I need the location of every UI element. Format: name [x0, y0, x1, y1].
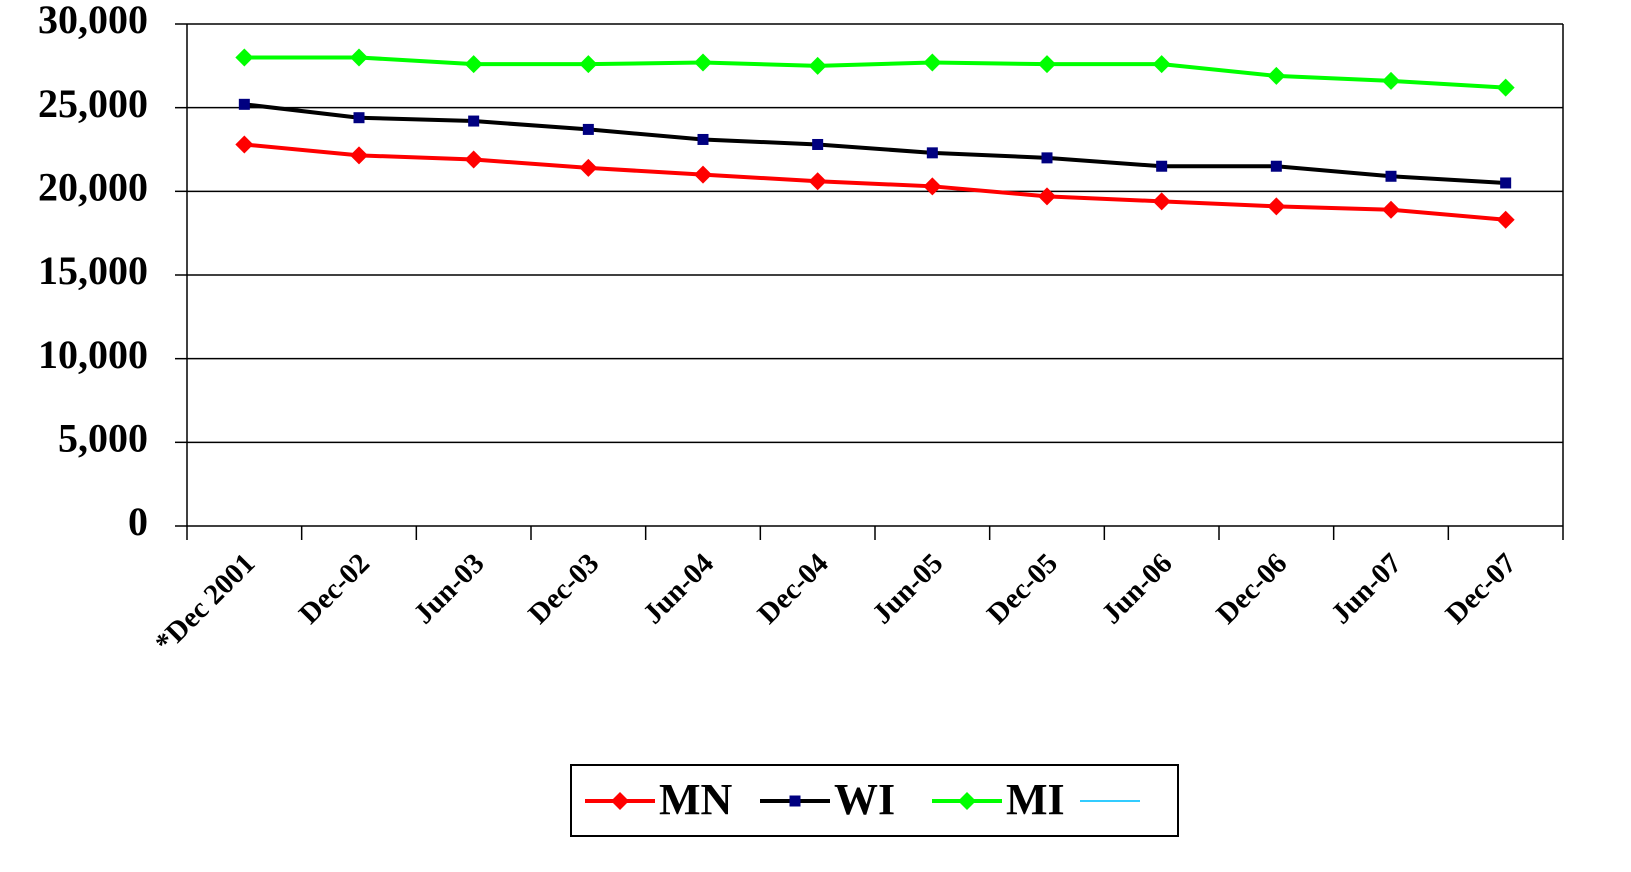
- data-point: [1038, 187, 1056, 206]
- data-point: [926, 147, 938, 159]
- data-point: [1041, 152, 1053, 164]
- data-point: [464, 150, 483, 169]
- data-point: [579, 55, 598, 74]
- x-tick-label: Dec-03: [522, 547, 605, 630]
- data-point: [808, 56, 827, 75]
- data-point: [694, 53, 712, 72]
- legend-marker: [958, 792, 976, 810]
- x-tick-label: *Dec 2001: [149, 547, 261, 659]
- data-point: [468, 115, 480, 127]
- data-point: [579, 158, 598, 177]
- data-point: [923, 177, 942, 196]
- series-line: [244, 55, 1506, 90]
- x-tick-label: Jun-06: [1096, 547, 1179, 630]
- legend-box: [570, 764, 1179, 837]
- data-point: [697, 133, 709, 145]
- data-point: [923, 53, 942, 72]
- x-tick-label: Dec-07: [1440, 547, 1523, 630]
- y-tick-label: 10,000: [38, 332, 148, 377]
- y-tick-label: 0: [128, 499, 148, 544]
- data-point: [238, 98, 250, 110]
- y-tick-label: 15,000: [38, 248, 148, 293]
- y-tick-label: 5,000: [58, 416, 148, 461]
- data-point: [464, 55, 483, 74]
- x-tick-label: Jun-04: [637, 547, 720, 630]
- data-point: [1382, 200, 1400, 219]
- data-point: [812, 138, 824, 150]
- data-point: [582, 123, 594, 135]
- data-point: [1152, 192, 1171, 211]
- y-tick-label: 25,000: [38, 81, 148, 126]
- legend-label: MI: [1006, 775, 1065, 824]
- data-point: [1496, 210, 1515, 229]
- data-point: [1156, 160, 1168, 172]
- x-tick-label: Jun-05: [866, 547, 949, 630]
- data-point: [1152, 55, 1171, 74]
- x-tick-label: Dec-06: [1210, 547, 1293, 630]
- data-point: [1496, 78, 1515, 97]
- y-tick-label: 30,000: [38, 0, 148, 42]
- data-point: [350, 48, 368, 67]
- x-tick-label: Dec-02: [293, 547, 376, 630]
- x-tick-label: Dec-04: [752, 547, 835, 630]
- data-point: [1382, 71, 1400, 90]
- data-point: [235, 135, 254, 154]
- data-point: [694, 165, 712, 184]
- data-point: [1385, 170, 1397, 182]
- x-tick-label: Dec-05: [981, 547, 1064, 630]
- data-point: [1270, 160, 1282, 172]
- data-point: [1267, 197, 1286, 216]
- data-point: [1500, 177, 1512, 189]
- data-point: [808, 172, 827, 191]
- legend-label: MN: [659, 775, 733, 824]
- data-point: [350, 146, 368, 165]
- legend-marker: [611, 792, 629, 810]
- x-tick-label: Jun-07: [1325, 547, 1408, 630]
- y-tick-label: 20,000: [38, 165, 148, 210]
- legend-label: WI: [834, 775, 895, 824]
- series-line: [244, 102, 1506, 185]
- data-point: [1267, 66, 1286, 85]
- series-line: [244, 142, 1506, 222]
- data-point: [353, 112, 365, 124]
- data-point: [1038, 55, 1056, 74]
- x-tick-label: Jun-03: [408, 547, 491, 630]
- data-point: [235, 48, 254, 67]
- legend-marker: [789, 795, 801, 807]
